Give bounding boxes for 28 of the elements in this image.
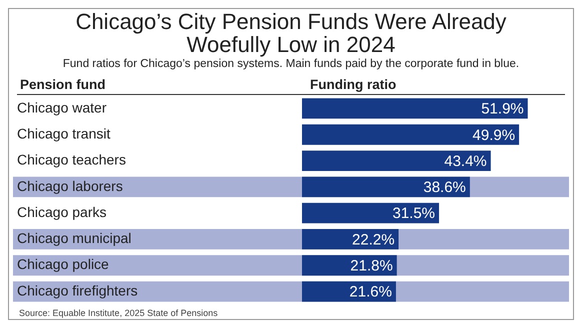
bar	[302, 176, 470, 198]
data-label: 21.6%	[349, 284, 392, 301]
data-label: 43.4%	[444, 152, 487, 170]
data-label: 21.8%	[350, 258, 393, 275]
bar	[302, 98, 528, 119]
y-tick-label: Chicago parks	[17, 204, 106, 220]
x-axis-title: Funding ratio	[310, 77, 396, 92]
bar	[302, 229, 399, 250]
chart-subtitle: Fund ratios for Chicago’s pension systems. Main funds paid by the corporate fund in blue.	[62, 58, 520, 70]
bar	[302, 255, 397, 276]
data-label: 31.5%	[392, 205, 436, 222]
y-axis-title: Pension fund	[20, 77, 106, 92]
data-label: 51.9%	[481, 100, 524, 118]
data-label: 49.9%	[472, 126, 516, 144]
y-tick-label: Chicago transit	[17, 125, 110, 142]
bar	[302, 202, 440, 224]
chart-title: Chicago’s City Pension Funds Were Already Woefully Low in 2024	[74, 9, 508, 57]
y-tick-label: Chicago firefighters	[17, 282, 138, 298]
y-tick-label: Chicago water	[17, 99, 107, 116]
y-tick-label: Chicago laborers	[17, 178, 123, 194]
data-label: 22.2%	[352, 231, 395, 248]
bar	[302, 150, 491, 171]
data-label: 38.6%	[423, 179, 466, 196]
y-tick-label: Chicago police	[17, 256, 110, 272]
source-note: Source: Equable Institute, 2025 State of Pensions	[19, 308, 218, 318]
y-tick-label: Chicago municipal	[17, 230, 132, 246]
y-tick-label: Chicago teachers	[17, 152, 126, 168]
bar	[302, 124, 520, 145]
